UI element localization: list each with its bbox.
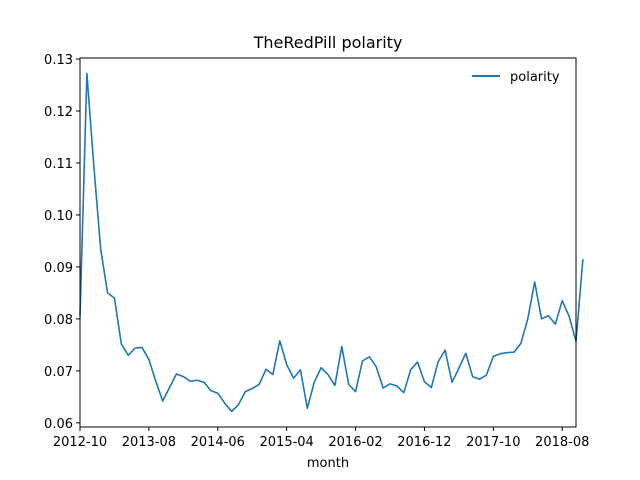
plot-area (79, 72, 584, 413)
x-tick-label: 2012-10 (53, 435, 107, 450)
x-tick-label: 2015-04 (260, 435, 314, 450)
y-tick-label: 0.09 (44, 261, 73, 276)
y-axis: 0.06 0.07 0.08 0.09 0.10 0.11 0.12 0.13 (44, 53, 80, 432)
x-tick-label: 2013-08 (122, 435, 176, 450)
y-tick-label: 0.07 (44, 365, 73, 380)
x-axis: 2012-10 2013-08 2014-06 2015-04 2016-02 2016-… (53, 427, 589, 450)
x-tick-label: 2017-10 (466, 435, 520, 450)
x-axis-label: month (307, 456, 349, 471)
y-tick-label: 0.11 (44, 157, 73, 172)
y-tick-label: 0.13 (44, 53, 73, 68)
x-tick-label: 2016-12 (397, 435, 451, 450)
y-tick-label: 0.12 (44, 105, 73, 120)
chart-title: TheRedPill polarity (253, 33, 403, 52)
x-tick-label: 2016-02 (328, 435, 382, 450)
series-line-polarity (79, 72, 584, 413)
y-tick-label: 0.08 (44, 313, 73, 328)
y-tick-label: 0.10 (44, 209, 73, 224)
legend-label-polarity: polarity (510, 70, 560, 85)
legend: polarity (472, 70, 560, 85)
axes-frame (79, 57, 577, 428)
x-tick-label: 2018-08 (535, 435, 589, 450)
y-tick-label: 0.06 (44, 417, 73, 432)
x-tick-label: 2014-06 (191, 435, 245, 450)
